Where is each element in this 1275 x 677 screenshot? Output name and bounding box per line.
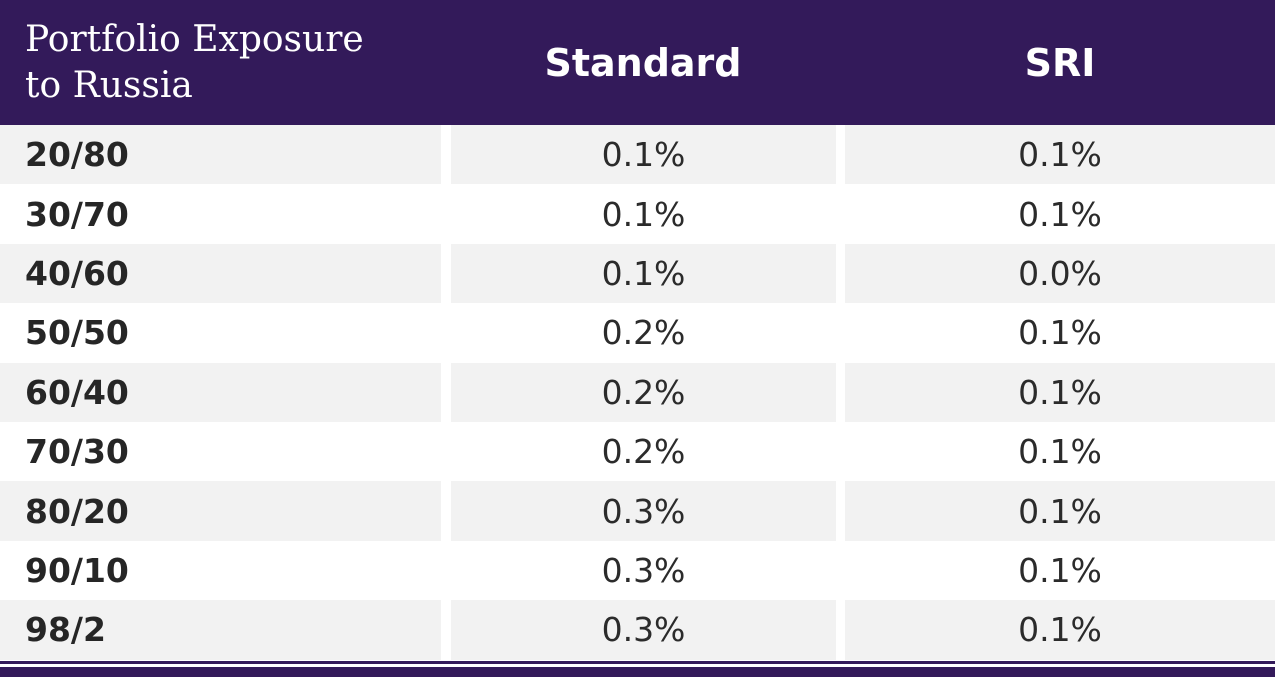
- row-label: 70/30: [25, 432, 129, 472]
- standard-value: 0.2%: [601, 313, 686, 353]
- bottom-divider-thin: [0, 661, 1275, 664]
- standard-value: 0.1%: [451, 243, 836, 304]
- sri-value: 0.1%: [845, 125, 1275, 185]
- table-body: 20/80 0.1% 0.1% 30/70 0.1% 0.1% 40/60 0.…: [0, 125, 1275, 660]
- table-row: 50/50 0.2% 0.1%: [0, 303, 1275, 362]
- header-label-line1: Portfolio Exposure: [25, 18, 364, 60]
- table-row: 60/40 0.2% 0.1%: [0, 362, 1275, 422]
- row-label: 50/50: [25, 313, 129, 353]
- standard-value: 0.3%: [451, 481, 836, 541]
- standard-value: 0.3%: [451, 600, 836, 660]
- table-row: 80/20 0.3% 0.1%: [0, 481, 1275, 541]
- table-row: 98/2 0.3% 0.1%: [0, 600, 1275, 660]
- row-label: 80/20: [0, 481, 441, 541]
- sri-value: 0.1%: [1018, 313, 1102, 353]
- header-sri: SRI: [1024, 40, 1096, 85]
- row-label: 20/80: [0, 125, 441, 185]
- row-label: 40/60: [0, 243, 441, 304]
- bottom-divider-thick: [0, 667, 1275, 677]
- table-row: 40/60 0.1% 0.0%: [0, 243, 1275, 304]
- table-row: 20/80 0.1% 0.1%: [0, 125, 1275, 185]
- standard-value: 0.3%: [601, 550, 686, 590]
- header-standard: Standard: [544, 40, 742, 85]
- standard-value: 0.1%: [601, 194, 686, 234]
- standard-value: 0.1%: [451, 125, 836, 185]
- row-label: 60/40: [0, 362, 441, 422]
- standard-value: 0.2%: [451, 362, 836, 422]
- table-row: 90/10 0.3% 0.1%: [0, 541, 1275, 600]
- standard-value: 0.2%: [601, 432, 686, 472]
- header-label-line2: to Russia: [25, 64, 193, 106]
- row-label: 98/2: [0, 600, 441, 660]
- sri-value: 0.1%: [845, 481, 1275, 541]
- table-row: 30/70 0.1% 0.1%: [0, 184, 1275, 243]
- table-row: 70/30 0.2% 0.1%: [0, 422, 1275, 481]
- sri-value: 0.0%: [845, 243, 1275, 304]
- header-label-cell: Portfolio Exposure to Russia: [25, 0, 425, 125]
- table-header: Portfolio Exposure to Russia Standard SR…: [0, 0, 1275, 125]
- row-label: 30/70: [25, 194, 129, 234]
- sri-value: 0.1%: [1018, 194, 1102, 234]
- sri-value: 0.1%: [845, 600, 1275, 660]
- row-label: 90/10: [25, 550, 129, 590]
- sri-value: 0.1%: [1018, 550, 1102, 590]
- sri-value: 0.1%: [1018, 432, 1102, 472]
- sri-value: 0.1%: [845, 362, 1275, 422]
